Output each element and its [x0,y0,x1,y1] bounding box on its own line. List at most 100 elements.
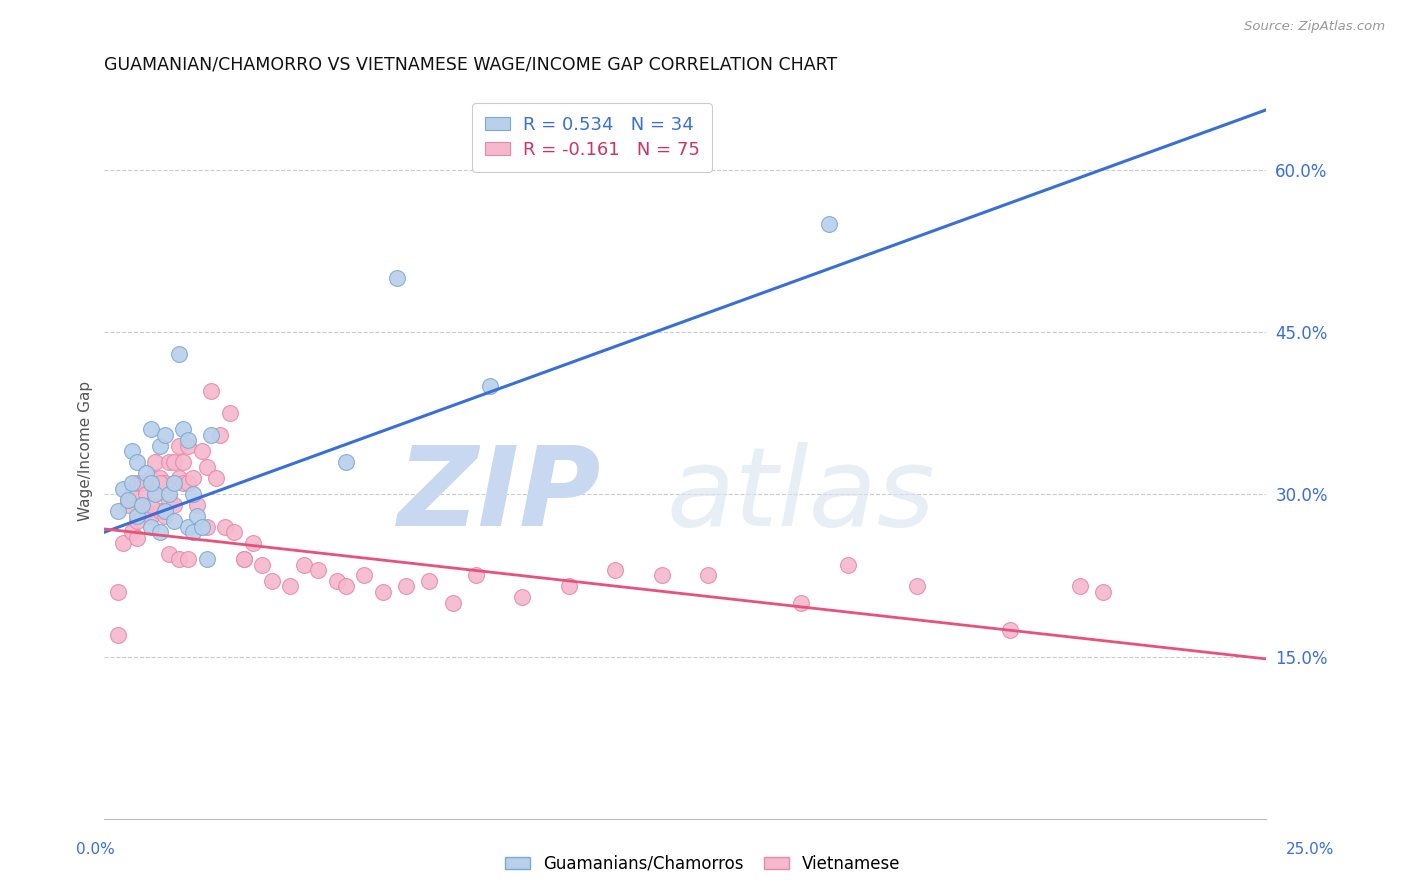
Point [135,503,157,517]
Point [149,503,172,517]
Point [153,427,176,442]
Point [117,492,139,507]
Text: atlas: atlas [666,442,935,549]
Text: GUAMANIAN/CHAMORRO VS VIETNAMESE WAGE/INCOME GAP CORRELATION CHART: GUAMANIAN/CHAMORRO VS VIETNAMESE WAGE/IN… [104,55,838,73]
Point [153,476,176,491]
Point [125,455,148,469]
Point [153,503,176,517]
Point [149,439,172,453]
Point [131,476,153,491]
Point [181,487,204,501]
Point [135,487,157,501]
Point [224,525,246,540]
Point [131,498,153,512]
Point [145,455,167,469]
Point [512,590,534,604]
Point [163,515,186,529]
Point [157,547,180,561]
Legend: Guamanians/Chamorros, Vietnamese: Guamanians/Chamorros, Vietnamese [499,848,907,880]
Point [465,568,488,582]
Point [395,579,418,593]
Point [149,471,172,485]
Point [325,574,347,588]
Point [335,579,357,593]
Point [181,471,204,485]
Point [153,508,176,523]
Point [117,498,139,512]
Point [181,525,204,540]
Text: 0.0%: 0.0% [76,842,115,856]
Point [125,508,148,523]
Y-axis label: Wage/Income Gap: Wage/Income Gap [79,381,93,521]
Point [177,520,200,534]
Point [232,552,254,566]
Point [139,476,162,491]
Point [177,552,200,566]
Point [605,563,627,577]
Point [139,498,162,512]
Point [478,379,501,393]
Point [818,217,841,231]
Point [121,487,143,501]
Point [172,422,194,436]
Point [125,476,148,491]
Point [558,579,581,593]
Point [131,498,153,512]
Point [214,520,236,534]
Point [107,503,129,517]
Point [157,492,180,507]
Point [697,568,720,582]
Point [167,439,190,453]
Point [121,444,143,458]
Point [418,574,440,588]
Point [107,584,129,599]
Point [651,568,673,582]
Point [145,487,167,501]
Point [191,444,214,458]
Point [125,515,148,529]
Point [177,439,200,453]
Point [117,492,139,507]
Point [200,427,222,442]
Point [195,552,218,566]
Point [242,536,264,550]
Point [167,471,190,485]
Point [186,508,208,523]
Point [292,558,315,572]
Point [157,487,180,501]
Point [107,628,129,642]
Point [167,552,190,566]
Point [139,422,162,436]
Point [157,455,180,469]
Point [121,525,143,540]
Point [195,520,218,534]
Point [125,531,148,545]
Point [307,563,329,577]
Point [111,482,134,496]
Point [163,498,186,512]
Point [200,384,222,399]
Point [172,476,194,491]
Point [353,568,375,582]
Legend: R = 0.534   N = 34, R = -0.161   N = 75: R = 0.534 N = 34, R = -0.161 N = 75 [472,103,711,171]
Point [121,476,143,491]
Point [149,525,172,540]
Point [139,508,162,523]
Point [191,520,214,534]
Text: 25.0%: 25.0% [1286,842,1334,856]
Point [177,476,200,491]
Point [209,427,232,442]
Text: Source: ZipAtlas.com: Source: ZipAtlas.com [1244,20,1385,33]
Point [371,584,394,599]
Point [139,520,162,534]
Point [218,406,240,420]
Point [111,536,134,550]
Point [139,471,162,485]
Point [441,596,464,610]
Point [172,455,194,469]
Point [837,558,859,572]
Point [135,466,157,480]
Point [260,574,283,588]
Point [205,471,228,485]
Point [1091,584,1114,599]
